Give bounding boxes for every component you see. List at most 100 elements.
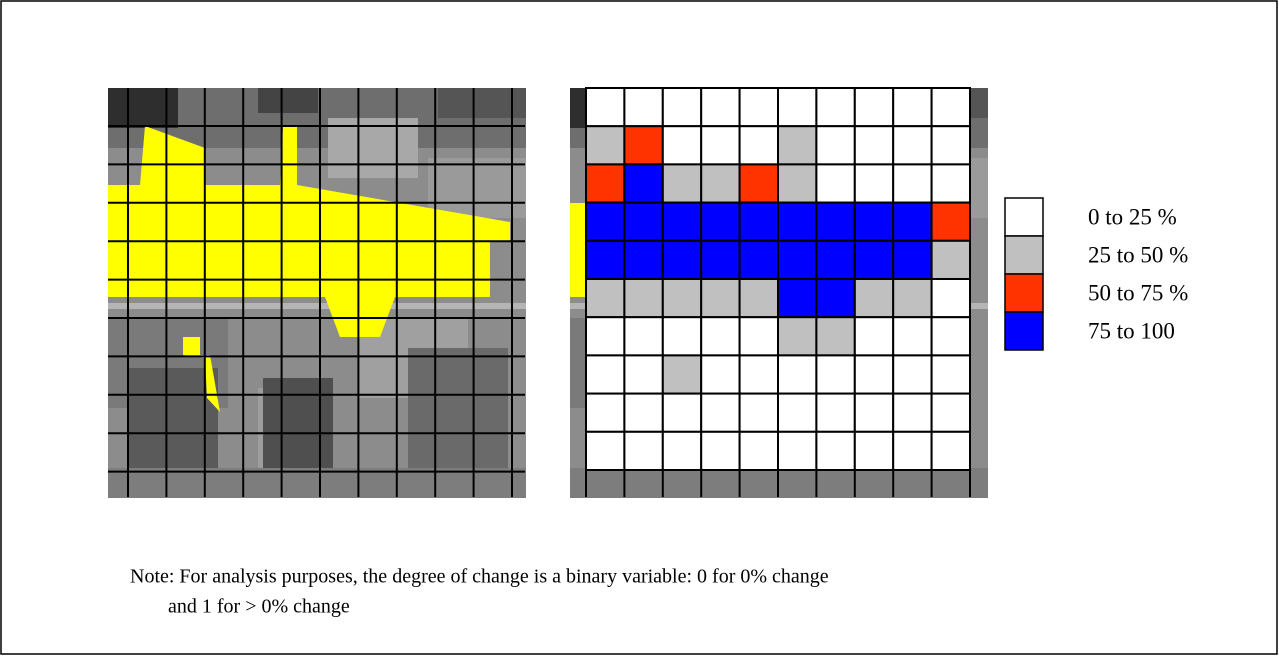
- cell: [585, 430, 626, 471]
- cell: [700, 239, 741, 281]
- cell: [892, 278, 933, 319]
- cell: [930, 316, 971, 357]
- cell: [815, 316, 856, 357]
- cell: [623, 278, 664, 319]
- cell: [777, 163, 818, 204]
- cell: [930, 239, 971, 281]
- legend-swatch: [1004, 311, 1044, 351]
- cell: [661, 316, 703, 357]
- legend-swatch: [1004, 197, 1044, 237]
- cell: [738, 430, 779, 471]
- cell: [738, 125, 779, 166]
- cell: [585, 354, 626, 395]
- cell: [892, 125, 933, 166]
- cell: [853, 430, 895, 471]
- cell: [930, 163, 971, 204]
- cell: [892, 316, 933, 357]
- cell: [700, 125, 741, 166]
- cell: [738, 278, 779, 319]
- cell: [738, 201, 779, 242]
- cell: [892, 392, 933, 433]
- note: Note: For analysis purposes, the degree …: [130, 566, 829, 588]
- cell: [815, 125, 856, 166]
- legend-swatch: [1004, 273, 1044, 313]
- legend: 0 to 25 % 25 to 50 % 50 to 75 % 75 to 100: [1004, 197, 1188, 351]
- cell: [700, 87, 741, 128]
- cell: [585, 87, 626, 128]
- cell: [853, 87, 895, 128]
- cell: [623, 316, 664, 357]
- cell: [853, 278, 895, 319]
- cell: [815, 201, 856, 242]
- cell: [930, 430, 971, 471]
- cell: [661, 354, 703, 395]
- cell: [738, 354, 779, 395]
- cell: [661, 201, 703, 242]
- cell: [585, 239, 626, 281]
- cell: [661, 278, 703, 319]
- cell: [853, 392, 895, 433]
- legend-swatch: [1004, 235, 1044, 275]
- cell: [738, 239, 779, 281]
- cell: [661, 163, 703, 204]
- grid: [108, 88, 525, 497]
- cell: [661, 87, 703, 128]
- left-map: [108, 88, 526, 498]
- cell: [777, 316, 818, 357]
- cell: [853, 316, 895, 357]
- cell: [815, 392, 856, 433]
- cell: [623, 87, 664, 128]
- change-area: [108, 126, 510, 337]
- note: and 1 for > 0% change: [168, 596, 350, 618]
- cell: [892, 87, 933, 128]
- cell: [892, 239, 933, 281]
- legend-label: 25 to 50 %: [1088, 242, 1188, 267]
- cell: [738, 87, 779, 128]
- legend-label: 50 to 75 %: [1088, 280, 1188, 305]
- cell: [700, 430, 741, 471]
- cell: [623, 125, 664, 166]
- cell: [815, 278, 856, 319]
- cell: [700, 354, 741, 395]
- cell: [815, 430, 856, 471]
- cell: [930, 125, 971, 166]
- cell: [853, 163, 895, 204]
- cell: [930, 87, 971, 128]
- cell: [585, 392, 626, 433]
- cell: [738, 163, 779, 204]
- legend-label: 0 to 25 %: [1088, 204, 1177, 229]
- cell: [661, 392, 703, 433]
- legend-label: 75 to 100: [1088, 318, 1175, 343]
- cell: [585, 278, 626, 319]
- cell: [623, 392, 664, 433]
- cell: [623, 163, 664, 204]
- cell: [738, 392, 779, 433]
- cell: [892, 163, 933, 204]
- cell: [930, 354, 971, 395]
- cell: [777, 430, 818, 471]
- cell: [815, 87, 856, 128]
- cell: [815, 239, 856, 281]
- cell: [930, 278, 971, 319]
- cell: [700, 278, 741, 319]
- cell: [853, 201, 895, 242]
- cell: [585, 201, 626, 242]
- cell: [777, 239, 818, 281]
- cell: [853, 239, 895, 281]
- right-map: [570, 87, 988, 498]
- cell: [892, 354, 933, 395]
- cell: [777, 278, 818, 319]
- cell: [930, 201, 971, 242]
- cell: [777, 125, 818, 166]
- change-grid: [585, 87, 971, 497]
- cell: [661, 239, 703, 281]
- cell: [777, 354, 818, 395]
- cell: [892, 430, 933, 471]
- cell: [700, 316, 741, 357]
- cell: [777, 87, 818, 128]
- cell: [930, 392, 971, 433]
- cell: [585, 163, 626, 204]
- cell: [623, 239, 664, 281]
